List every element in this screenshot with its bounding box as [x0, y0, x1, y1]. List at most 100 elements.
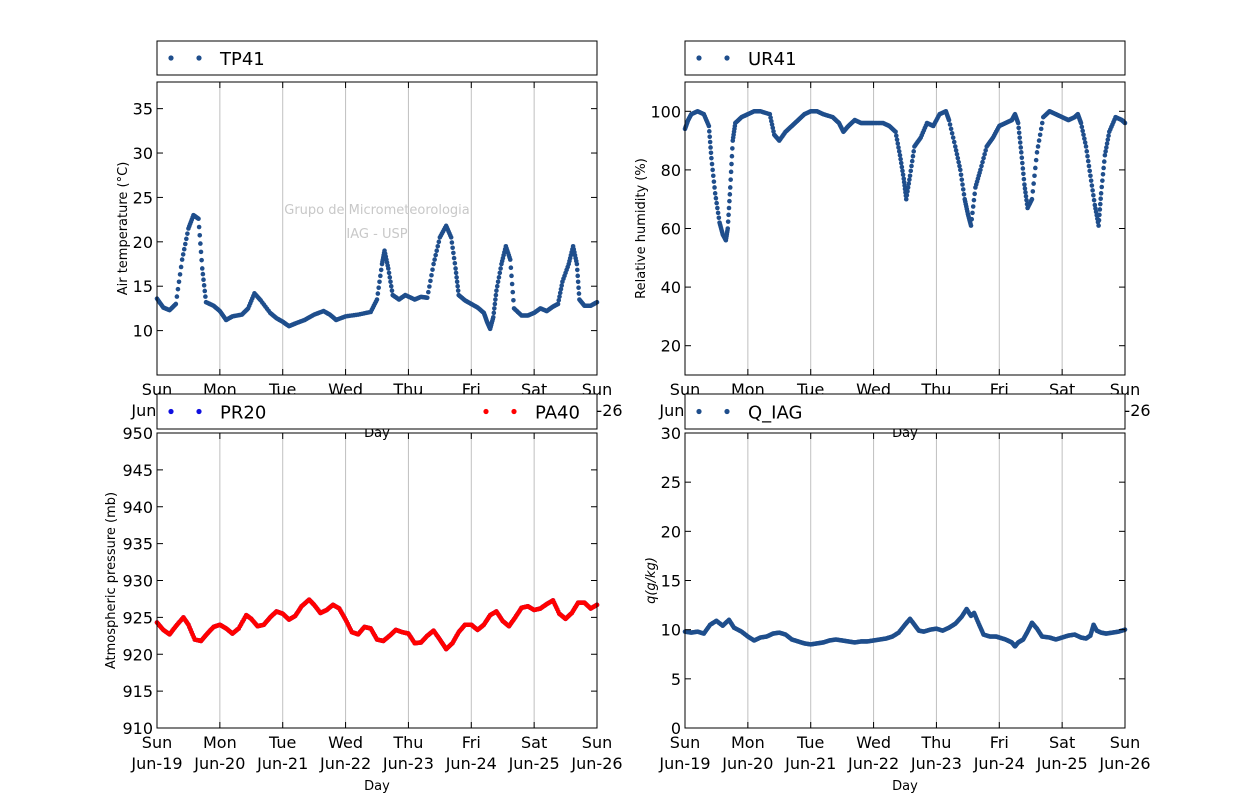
point-rh-0 — [896, 149, 902, 154]
xtick-label-day-pressure: Mon — [203, 733, 237, 752]
point-rh-0 — [1078, 120, 1084, 126]
point-temp-0 — [494, 288, 499, 293]
point-rh-0 — [726, 212, 731, 218]
point-temp-0 — [388, 283, 394, 289]
point-rh-0 — [1037, 132, 1043, 138]
point-rh-0 — [1098, 191, 1104, 196]
xtick-label-day-pressure: Sat — [521, 733, 547, 752]
point-rh-0 — [727, 198, 732, 204]
point-rh-0 — [955, 155, 961, 161]
point-rh-0 — [1096, 223, 1101, 228]
point-rh-0 — [1017, 140, 1023, 145]
point-rh-0 — [712, 185, 717, 190]
point-rh-0 — [957, 163, 962, 169]
point-temp-0 — [376, 285, 381, 290]
legend-marker-pressure — [511, 408, 517, 415]
point-rh-0 — [1024, 197, 1029, 203]
point-temp-0 — [177, 272, 183, 277]
legend-label-pressure: PA40 — [535, 403, 580, 424]
point-temp-0 — [185, 231, 190, 236]
point-rh-0 — [1017, 135, 1023, 140]
point-rh-0 — [905, 185, 911, 190]
point-rh-0 — [1039, 120, 1045, 126]
point-rh-0 — [710, 167, 715, 173]
ytick-label-temp: 10 — [133, 322, 153, 341]
point-temp-0 — [424, 295, 430, 301]
point-rh-0 — [958, 172, 964, 178]
ytick-label-pressure: 945 — [122, 461, 153, 480]
xtick-label-day-pressure: Sun — [582, 733, 612, 752]
point-rh-0 — [906, 181, 912, 186]
point-temp-0 — [511, 297, 516, 303]
point-rh-0 — [908, 168, 914, 174]
point-rh-0 — [978, 167, 983, 173]
point-rh-0 — [1093, 206, 1098, 211]
point-rh-0 — [901, 179, 907, 185]
point-temp-0 — [378, 267, 384, 273]
point-rh-0 — [1016, 130, 1022, 136]
ytick-label-temp: 35 — [133, 100, 153, 119]
legend-box-rh — [684, 40, 1126, 76]
point-temp-0 — [374, 297, 380, 302]
point-rh-0 — [771, 129, 776, 134]
ytick-label-pressure: 950 — [122, 424, 153, 443]
point-rh-0 — [1030, 189, 1036, 194]
point-rh-0 — [709, 161, 715, 167]
xtick-label-date-pressure: Jun-20 — [193, 754, 245, 773]
point-rh-0 — [1018, 145, 1024, 150]
point-rh-0 — [1082, 140, 1088, 145]
point-temp-0 — [575, 273, 581, 279]
point-temp-0 — [491, 310, 497, 316]
point-temp-0 — [200, 271, 206, 277]
point-temp-0 — [556, 297, 562, 303]
point-temp-0 — [201, 277, 206, 283]
point-rh-0 — [727, 192, 733, 197]
axes-frame-rh — [684, 81, 1126, 376]
point-rh-0 — [1098, 196, 1103, 202]
point-temp-0 — [509, 281, 515, 287]
point-rh-0 — [1091, 197, 1097, 203]
xtick-label-date-q: Jun-19 — [658, 754, 710, 773]
point-rh-0 — [768, 115, 773, 120]
point-temp-0 — [176, 279, 182, 285]
point-temp-0 — [201, 283, 207, 288]
point-rh-0 — [1036, 138, 1042, 143]
ytick-label-rh: 20 — [661, 337, 681, 356]
point-temp-0 — [375, 291, 381, 296]
point-rh-0 — [729, 161, 734, 167]
xlabel-pressure: Day — [364, 779, 390, 794]
point-rh-0 — [1085, 158, 1091, 164]
xtick-label-date-pressure: Jun-19 — [130, 754, 182, 773]
legend-label-temp: TP41 — [219, 49, 265, 70]
point-rh-0 — [895, 141, 901, 146]
point-temp-0 — [388, 279, 393, 285]
watermark: Grupo de Micrometeorologia IAG - USP — [284, 203, 470, 242]
point-rh-0 — [910, 153, 916, 159]
data-layer — [154, 109, 1128, 652]
legend-marker-q — [724, 408, 730, 415]
point-rh-0 — [1082, 136, 1087, 141]
point-temp-0 — [173, 301, 179, 307]
point-rh-0 — [1015, 120, 1021, 126]
point-rh-0 — [725, 226, 731, 231]
watermark-line2: IAG - USP — [346, 227, 407, 242]
point-temp-0 — [198, 249, 204, 255]
point-temp-0 — [497, 270, 503, 276]
xtick-label-date-pressure: Jun-24 — [445, 754, 497, 773]
point-rh-0 — [954, 151, 960, 157]
point-rh-0 — [1020, 160, 1025, 166]
point-rh-0 — [1088, 173, 1093, 179]
point-temp-0 — [490, 314, 496, 320]
point-temp-0 — [496, 275, 502, 280]
point-temp-0 — [178, 264, 184, 270]
point-rh-0 — [972, 191, 977, 197]
point-temp-0 — [389, 288, 395, 293]
point-temp-0 — [559, 283, 564, 288]
legend-marker-pressure — [483, 408, 489, 415]
point-rh-0 — [907, 173, 913, 179]
point-temp-0 — [198, 241, 203, 246]
xtick-label-date-q: Jun-22 — [847, 754, 899, 773]
point-temp-0 — [449, 240, 455, 245]
axes-frame-q — [684, 432, 1126, 729]
xtick-label-day-q: Wed — [856, 733, 891, 752]
